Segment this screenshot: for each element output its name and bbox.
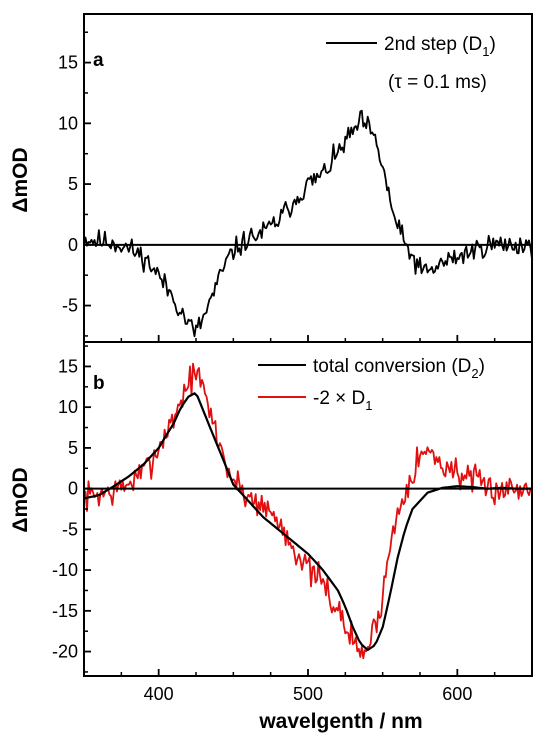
- x-tick-label: 500: [293, 684, 323, 704]
- panel-b-x-axis-title: wavelgenth / nm: [258, 710, 422, 733]
- panel-b-series-line-d2: [83, 392, 532, 651]
- panel-a-y-axis-title: ΔmOD: [9, 147, 32, 212]
- legend-b-label-d2: total conversion (D2): [313, 356, 485, 381]
- y-tick-label: 0: [68, 479, 78, 499]
- y-tick-label: 10: [58, 397, 78, 417]
- y-tick-label: 15: [58, 53, 78, 73]
- x-tick-label: 400: [144, 684, 174, 704]
- legend-a-label-d1: 2nd step (D1): [384, 34, 496, 59]
- panel-a-series-line-d1: [83, 109, 533, 338]
- panel-b-series-line-red: [83, 362, 533, 660]
- y-tick-label: 0: [68, 235, 78, 255]
- panel-a: -5 0 5 10 15 a 2nd step (D1) (τ = 0.1 ms) Δm…: [9, 13, 533, 343]
- y-tick-label: -5: [62, 296, 78, 316]
- y-tick-label: 15: [58, 356, 78, 376]
- legend-a-annotation-tau: (τ = 0.1 ms): [388, 72, 487, 93]
- y-tick-label: 10: [58, 113, 78, 133]
- panel-b-y-axis-title: ΔmOD: [9, 467, 32, 532]
- x-tick-label: 600: [442, 684, 472, 704]
- y-tick-label: 5: [68, 438, 78, 458]
- panel-a-letter: a: [93, 50, 104, 71]
- y-tick-label: -5: [62, 519, 78, 539]
- y-tick-label: -15: [52, 601, 78, 621]
- legend-b-label-red: -2 × D1: [313, 388, 373, 413]
- panel-a-legend: 2nd step (D1) (τ = 0.1 ms): [326, 34, 496, 93]
- panel-b-letter: b: [93, 373, 105, 394]
- panel-a-y-tick-labels: -5 0 5 10 15: [58, 53, 78, 316]
- panel-b-ticks: [84, 345, 496, 676]
- panel-b: -20 -15 -10 -5 0 5 10 15 400 500 600 b total conv…: [9, 341, 533, 733]
- y-tick-label: -20: [52, 642, 78, 662]
- y-tick-label: 5: [68, 174, 78, 194]
- panel-b-legend: total conversion (D2) -2 × D1: [258, 356, 485, 413]
- panel-b-x-tick-labels: 400 500 600: [144, 684, 473, 704]
- panel-b-y-tick-labels: -20 -15 -10 -5 0 5 10 15: [52, 356, 78, 661]
- panel-b-frame: [83, 341, 533, 677]
- y-tick-label: -10: [52, 560, 78, 580]
